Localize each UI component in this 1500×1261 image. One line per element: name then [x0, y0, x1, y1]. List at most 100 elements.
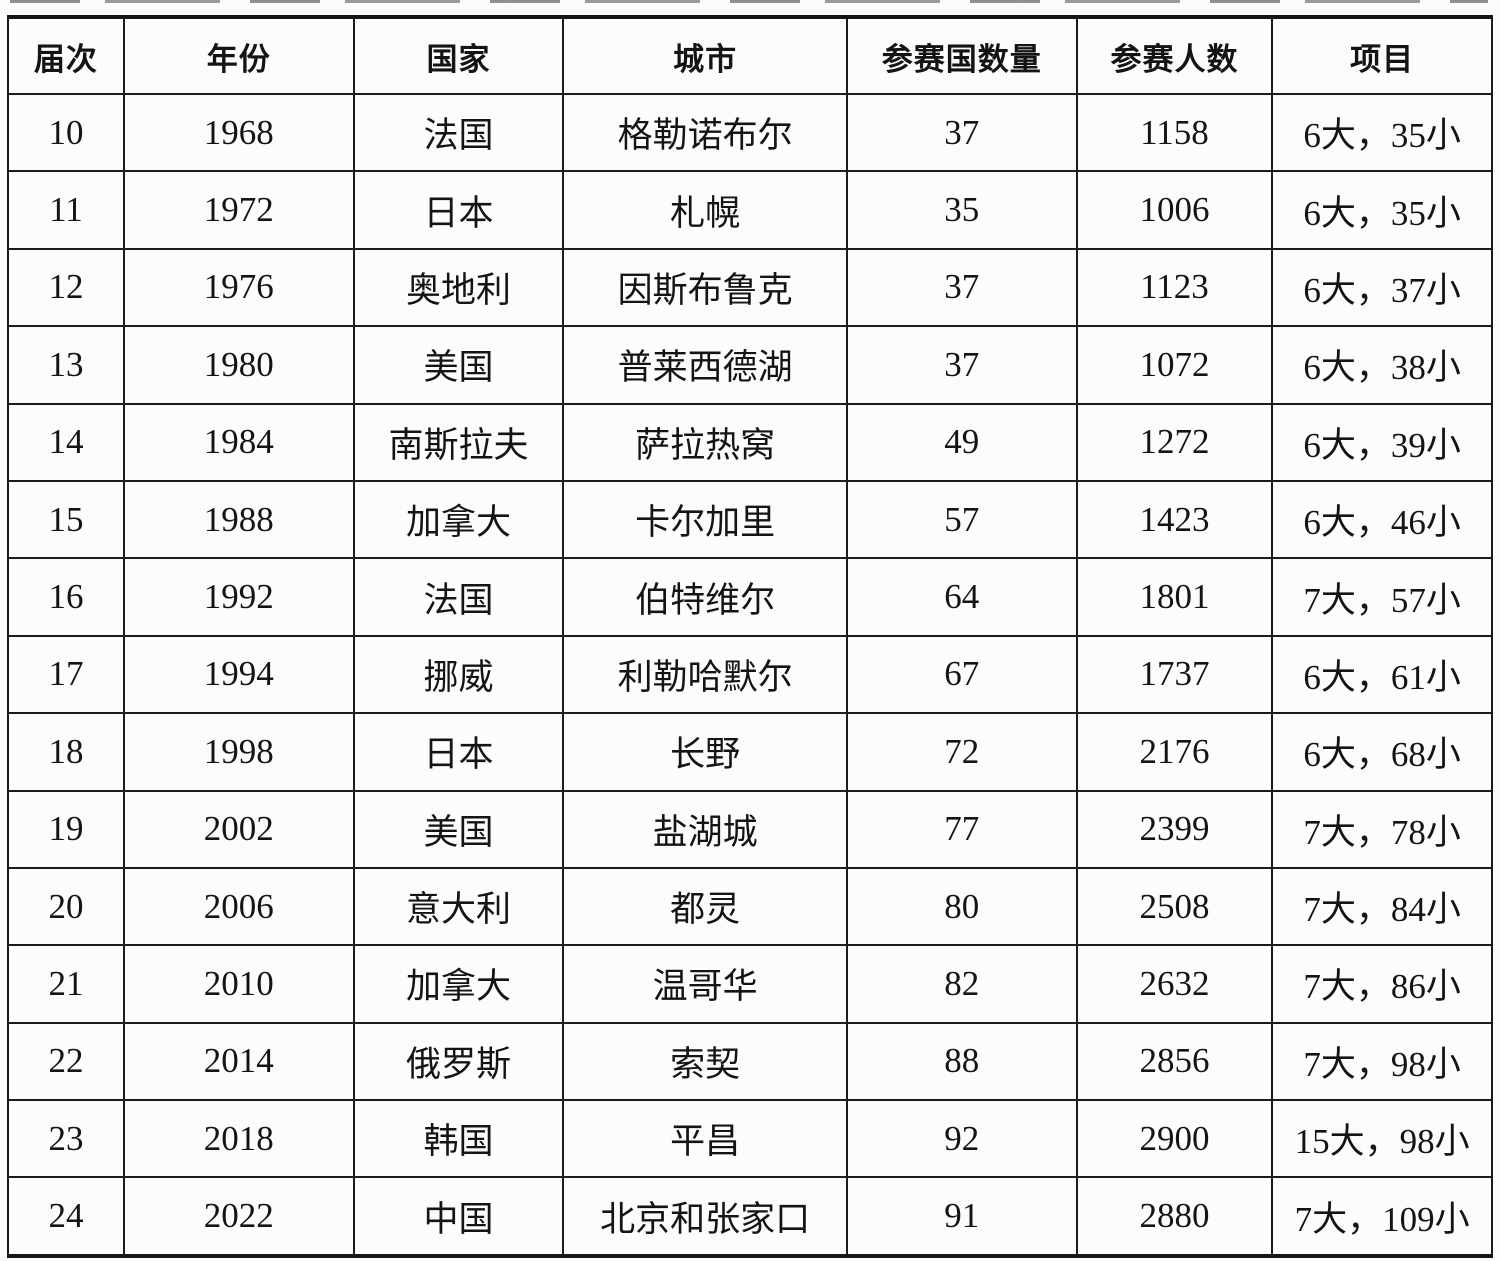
cell-year: 1998: [122, 712, 355, 792]
cell-country: 韩国: [352, 1099, 565, 1179]
cell-events: 6大，37小: [1271, 247, 1493, 328]
cell-year: 1976: [122, 247, 355, 328]
cell-num-countries: 49: [845, 402, 1078, 482]
cell-country: 意大利: [352, 866, 565, 947]
cell-num-athletes: 1158: [1075, 92, 1274, 173]
cell-num-countries: 35: [845, 170, 1078, 250]
cell-events: 6大，38小: [1271, 325, 1493, 405]
cell-city: 都灵: [562, 866, 848, 947]
cell-city: 普莱西德湖: [562, 325, 848, 405]
table-row: 14 1984 南斯拉夫 萨拉热窝 49 1272 6大，39小: [7, 402, 1493, 482]
cell-edition: 18: [7, 712, 125, 792]
cell-edition: 15: [7, 479, 125, 560]
cell-events: 6大，39小: [1271, 402, 1493, 482]
cell-num-countries: 82: [845, 944, 1078, 1024]
table-row: 19 2002 美国 盐湖城 77 2399 7大，78小: [7, 789, 1493, 869]
cell-events: 7大，57小: [1271, 557, 1493, 637]
cell-events: 6大，35小: [1271, 170, 1493, 250]
cell-num-countries: 91: [845, 1176, 1078, 1257]
cell-year: 1972: [122, 170, 355, 250]
table-row: 10 1968 法国 格勒诺布尔 37 1158 6大，35小: [7, 92, 1493, 173]
cell-edition: 16: [7, 557, 125, 637]
cell-num-countries: 80: [845, 866, 1078, 947]
cell-num-countries: 67: [845, 634, 1078, 715]
cell-num-countries: 64: [845, 557, 1078, 637]
cell-city: 盐湖城: [562, 789, 848, 869]
cell-num-countries: 37: [845, 247, 1078, 328]
cell-country: 美国: [352, 789, 565, 869]
cell-city: 因斯布鲁克: [562, 247, 848, 328]
cell-num-athletes: 2880: [1075, 1176, 1274, 1257]
table-row: 17 1994 挪威 利勒哈默尔 67 1737 6大，61小: [7, 634, 1493, 715]
table-row: 15 1988 加拿大 卡尔加里 57 1423 6大，46小: [7, 479, 1493, 560]
cell-country: 加拿大: [352, 479, 565, 560]
cell-num-athletes: 2856: [1075, 1021, 1274, 1102]
cell-country: 加拿大: [352, 944, 565, 1024]
cell-country: 日本: [352, 170, 565, 250]
cell-edition: 11: [7, 170, 125, 250]
cell-city: 长野: [562, 712, 848, 792]
column-header-events: 项目: [1271, 16, 1493, 95]
cell-year: 2018: [122, 1099, 355, 1179]
table-row: 23 2018 韩国 平昌 92 2900 15大，98小: [7, 1099, 1493, 1179]
cell-num-athletes: 2508: [1075, 866, 1274, 947]
cell-year: 2002: [122, 789, 355, 869]
cell-events: 7大，86小: [1271, 944, 1493, 1024]
cell-city: 卡尔加里: [562, 479, 848, 560]
column-header-edition: 届次: [7, 16, 125, 95]
cell-country: 日本: [352, 712, 565, 792]
cell-country: 奥地利: [352, 247, 565, 328]
cell-num-countries: 72: [845, 712, 1078, 792]
cell-num-athletes: 1006: [1075, 170, 1274, 250]
cell-edition: 10: [7, 92, 125, 173]
cell-country: 挪威: [352, 634, 565, 715]
cell-events: 6大，61小: [1271, 634, 1493, 715]
cell-events: 7大，98小: [1271, 1021, 1493, 1102]
cell-num-countries: 92: [845, 1099, 1078, 1179]
cell-num-athletes: 2900: [1075, 1099, 1274, 1179]
cell-year: 2014: [122, 1021, 355, 1102]
cell-num-athletes: 1801: [1075, 557, 1274, 637]
table-row: 13 1980 美国 普莱西德湖 37 1072 6大，38小: [7, 325, 1493, 405]
cell-year: 1984: [122, 402, 355, 482]
cell-num-countries: 88: [845, 1021, 1078, 1102]
cell-year: 1980: [122, 325, 355, 405]
cell-events: 15大，98小: [1271, 1099, 1493, 1179]
cell-events: 7大，78小: [1271, 789, 1493, 869]
cell-num-athletes: 1072: [1075, 325, 1274, 405]
cell-city: 札幌: [562, 170, 848, 250]
cell-edition: 17: [7, 634, 125, 715]
cell-country: 中国: [352, 1176, 565, 1257]
cell-country: 美国: [352, 325, 565, 405]
cell-year: 1968: [122, 92, 355, 173]
cell-year: 1994: [122, 634, 355, 715]
cell-year: 2006: [122, 866, 355, 947]
cell-city: 格勒诺布尔: [562, 92, 848, 173]
cell-country: 法国: [352, 92, 565, 173]
cell-edition: 22: [7, 1021, 125, 1102]
table-row: 21 2010 加拿大 温哥华 82 2632 7大，86小: [7, 944, 1493, 1024]
cell-events: 6大，46小: [1271, 479, 1493, 560]
cell-events: 7大，109小: [1271, 1176, 1493, 1257]
scan-artifact-line: [10, 0, 1488, 3]
cell-edition: 21: [7, 944, 125, 1024]
cell-edition: 24: [7, 1176, 125, 1257]
cell-num-athletes: 1423: [1075, 479, 1274, 560]
table-row: 20 2006 意大利 都灵 80 2508 7大，84小: [7, 866, 1493, 947]
cell-country: 法国: [352, 557, 565, 637]
cell-year: 1988: [122, 479, 355, 560]
cell-num-athletes: 2399: [1075, 789, 1274, 869]
column-header-city: 城市: [562, 16, 848, 95]
cell-city: 平昌: [562, 1099, 848, 1179]
cell-city: 温哥华: [562, 944, 848, 1024]
table-row: 18 1998 日本 长野 72 2176 6大，68小: [7, 712, 1493, 792]
cell-edition: 14: [7, 402, 125, 482]
cell-country: 南斯拉夫: [352, 402, 565, 482]
table-row: 16 1992 法国 伯特维尔 64 1801 7大，57小: [7, 557, 1493, 637]
table-row: 11 1972 日本 札幌 35 1006 6大，35小: [7, 170, 1493, 250]
cell-num-countries: 77: [845, 789, 1078, 869]
cell-num-athletes: 1737: [1075, 634, 1274, 715]
cell-city: 索契: [562, 1021, 848, 1102]
column-header-num-countries: 参赛国数量: [845, 16, 1078, 95]
